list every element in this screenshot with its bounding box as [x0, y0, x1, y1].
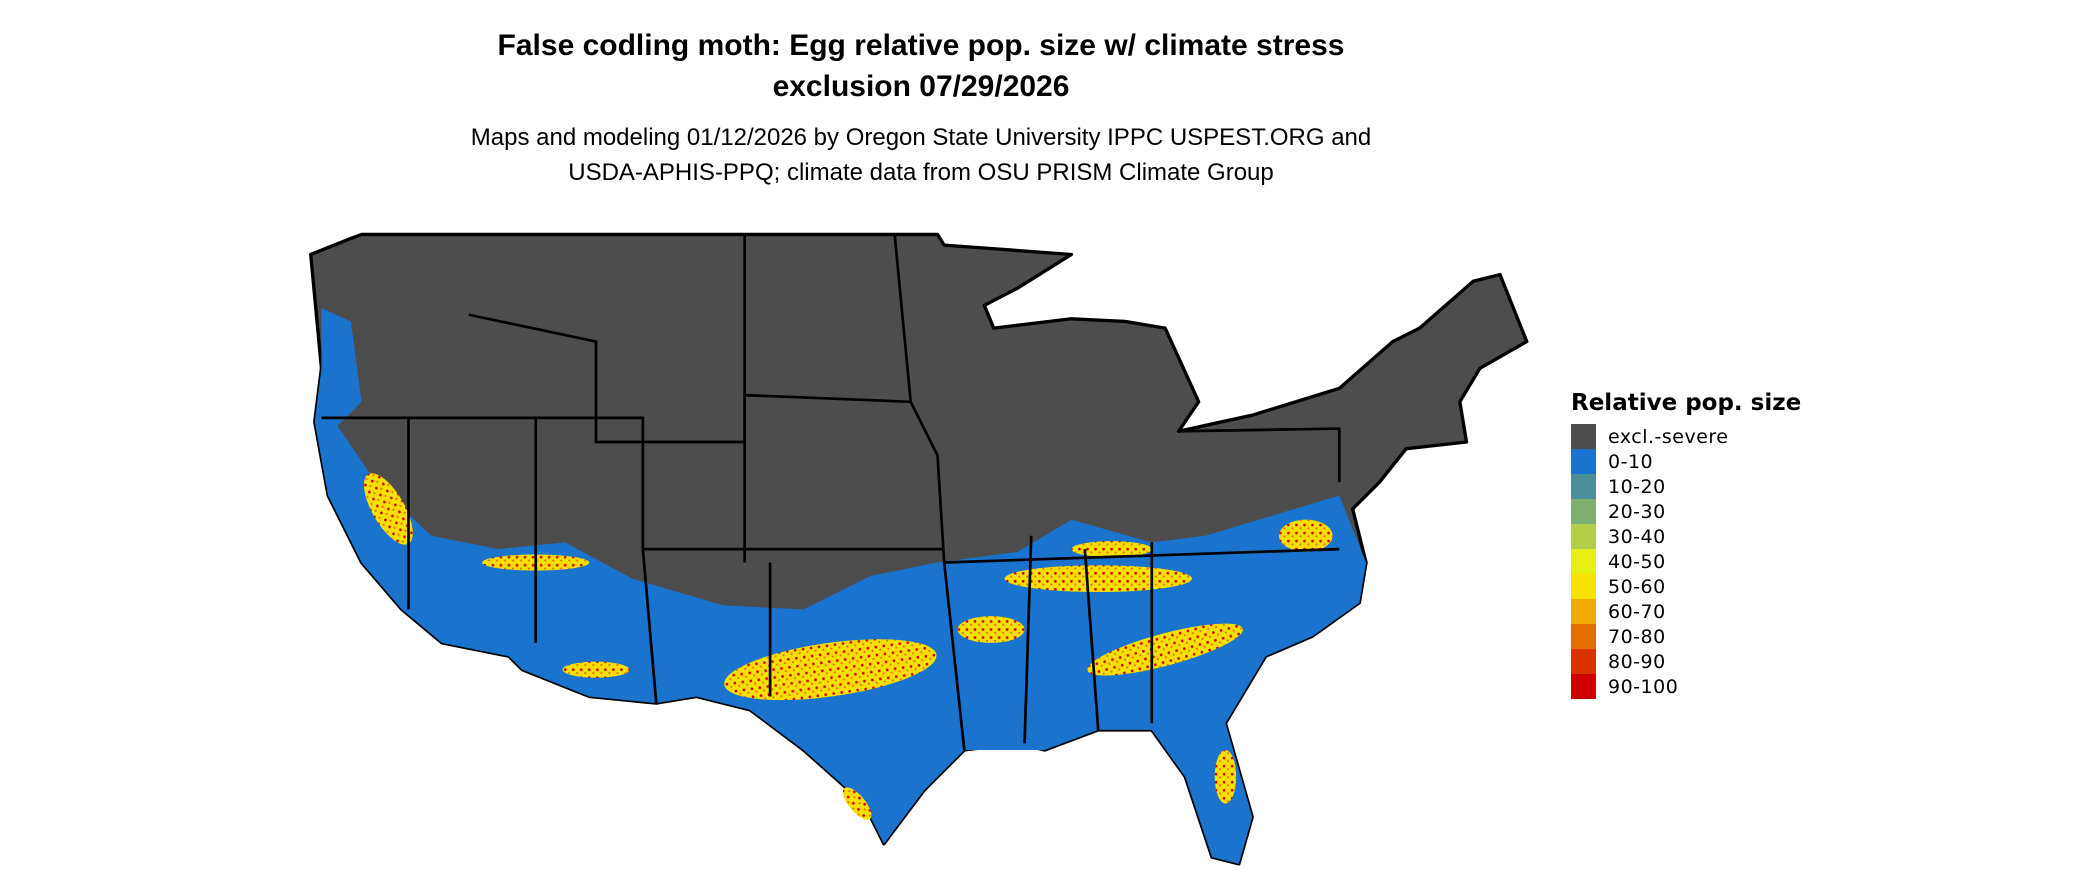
legend-label: 90-100: [1608, 675, 1679, 698]
legend-label: 30-40: [1608, 525, 1666, 548]
legend-item: 40-50: [1571, 549, 1801, 574]
legend: Relative pop. size excl.-severe 0-10 10-20…: [1571, 390, 1801, 699]
legend-item: 70-80: [1571, 624, 1801, 649]
map-subtitle-line1: Maps and modeling 01/12/2026 by Oregon S…: [470, 124, 1372, 151]
legend-item: 50-60: [1571, 574, 1801, 599]
map-title-line2: exclusion 07/29/2026: [772, 70, 1070, 103]
legend-swatch: [1571, 674, 1596, 699]
legend-swatch: [1571, 499, 1596, 524]
legend-swatch: [1571, 599, 1596, 624]
legend-label: excl.-severe: [1608, 425, 1729, 448]
map-title-line1: False codling moth: Egg relative pop. si…: [497, 29, 1345, 62]
legend-item: 0-10: [1571, 449, 1801, 474]
legend-swatch: [1571, 574, 1596, 599]
high-population-patches: [363, 473, 1333, 820]
legend-item: 90-100: [1571, 674, 1801, 699]
legend-swatch: [1571, 649, 1596, 674]
legend-item: 20-30: [1571, 499, 1801, 524]
legend-label: 60-70: [1608, 600, 1666, 623]
legend-items: excl.-severe 0-10 10-20 20-30 30-40 40-50 50-6…: [1571, 424, 1801, 699]
map-subtitle-line2: USDA-APHIS-PPQ; climate data from OSU PR…: [568, 159, 1274, 186]
legend-swatch: [1571, 624, 1596, 649]
legend-label: 50-60: [1608, 575, 1666, 598]
legend-swatch: [1571, 524, 1596, 549]
legend-label: 70-80: [1608, 625, 1666, 648]
legend-item: 60-70: [1571, 599, 1801, 624]
legend-swatch: [1571, 424, 1596, 449]
legend-label: 10-20: [1608, 475, 1666, 498]
legend-item: excl.-severe: [1571, 424, 1801, 449]
legend-label: 80-90: [1608, 650, 1666, 673]
legend-title: Relative pop. size: [1571, 390, 1802, 416]
low-population-region: [314, 308, 1367, 864]
legend-label: 20-30: [1608, 500, 1666, 523]
legend-label: 40-50: [1608, 550, 1666, 573]
legend-label: 0-10: [1608, 450, 1654, 473]
state-borders: [321, 234, 1341, 751]
legend-item: 30-40: [1571, 524, 1801, 549]
legend-swatch: [1571, 449, 1596, 474]
legend-swatch: [1571, 474, 1596, 499]
legend-item: 10-20: [1571, 474, 1801, 499]
legend-item: 80-90: [1571, 649, 1801, 674]
legend-swatch: [1571, 549, 1596, 574]
